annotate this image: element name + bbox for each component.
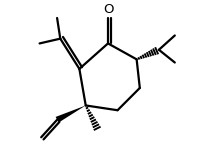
Polygon shape: [56, 105, 86, 123]
Text: O: O: [103, 3, 113, 16]
